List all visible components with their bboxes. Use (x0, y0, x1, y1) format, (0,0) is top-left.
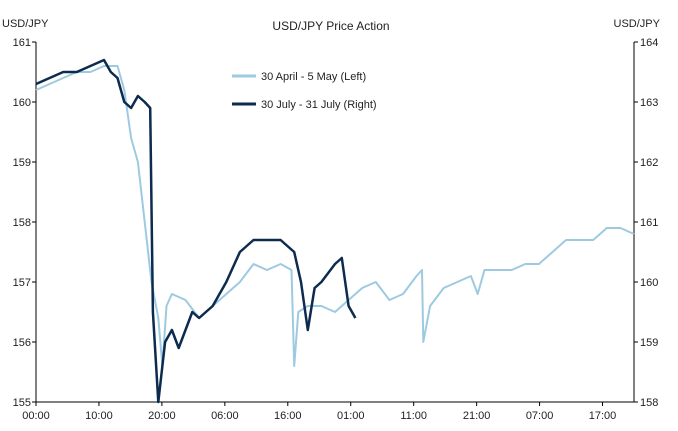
series-lines (35, 58, 635, 404)
x-tick-label: 10:00 (85, 410, 113, 422)
left-tick-label: 156 (13, 337, 31, 349)
right-tick-label: 163 (640, 97, 658, 109)
legend: 30 April - 5 May (Left) 30 July - 31 Jul… (232, 71, 377, 111)
x-tick-label: 17:00 (589, 410, 617, 422)
left-tick-label: 158 (13, 217, 31, 229)
right-tick-label: 160 (640, 277, 658, 289)
x-tick-label: 11:00 (400, 410, 427, 422)
right-tick-label: 162 (640, 157, 658, 169)
right-axis-ticks: 158 159 160 161 162 163 164 (634, 37, 658, 409)
chart-title: USD/JPY Price Action (272, 19, 389, 33)
right-tick-label: 158 (640, 397, 658, 409)
legend-label-series-1: 30 April - 5 May (Left) (261, 71, 366, 83)
series-line-2 (35, 58, 357, 404)
x-tick-label: 07:00 (526, 410, 554, 422)
left-tick-label: 159 (13, 157, 31, 169)
left-tick-label: 157 (13, 277, 31, 289)
x-tick-label: 20:00 (148, 410, 176, 422)
x-tick-label: 16:00 (274, 410, 302, 422)
left-tick-label: 155 (13, 397, 31, 409)
series-line-1 (35, 65, 635, 367)
right-tick-label: 161 (640, 217, 658, 229)
x-tick-label: 06:00 (211, 410, 239, 422)
right-axis-label: USD/JPY (614, 18, 661, 30)
left-tick-label: 160 (13, 97, 31, 109)
x-tick-label: 00:00 (22, 410, 50, 422)
left-axis-ticks: 155 156 157 158 159 160 161 (13, 37, 36, 409)
left-tick-label: 161 (13, 37, 31, 49)
right-tick-label: 164 (640, 37, 658, 49)
legend-label-series-2: 30 July - 31 July (Right) (261, 99, 377, 111)
right-tick-label: 159 (640, 337, 658, 349)
x-tick-label: 21:00 (463, 410, 491, 422)
x-tick-label: 01:00 (337, 410, 365, 422)
x-axis-ticks: 00:00 10:00 20:00 06:00 16:00 01:00 11:00 21:00… (22, 402, 616, 422)
left-axis-label: USD/JPY (2, 18, 49, 30)
